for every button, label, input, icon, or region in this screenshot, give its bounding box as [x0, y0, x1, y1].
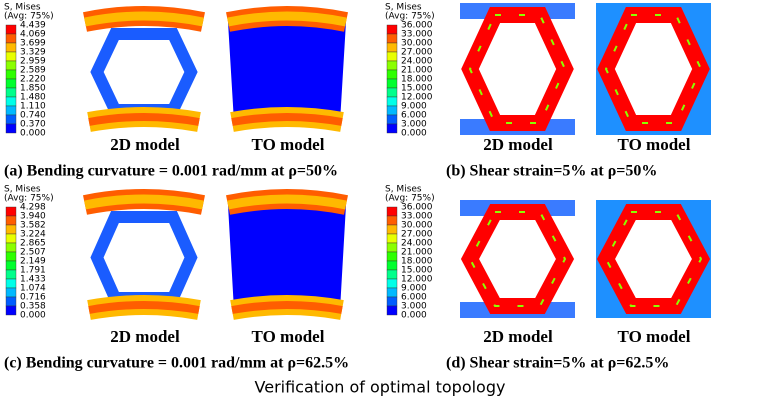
- model-label: TO model: [618, 327, 691, 346]
- legend-tick: 0.000: [401, 129, 427, 139]
- solid-region: [228, 199, 346, 310]
- legend-band: [387, 115, 397, 124]
- legend-band: [6, 124, 16, 133]
- legend-band: [6, 115, 16, 124]
- legend-band: [6, 25, 16, 34]
- legend-band: [6, 225, 16, 234]
- legend-band: [6, 243, 16, 252]
- legend-band: [387, 43, 397, 52]
- legend-band: [6, 288, 16, 297]
- model-label: 2D model: [483, 327, 553, 346]
- figure-caption: Verification of optimal topology: [255, 378, 506, 397]
- panel-caption: (b) Shear strain=5% at ρ=50%: [446, 163, 657, 180]
- lattice: [97, 34, 191, 110]
- legend-band: [387, 34, 397, 43]
- legend-band: [6, 252, 16, 261]
- legend-tick: 0.000: [20, 311, 46, 321]
- panel-caption: (c) Bending curvature = 0.001 rad/mm at …: [4, 355, 349, 372]
- legend-band: [387, 306, 397, 315]
- legend-band: [6, 70, 16, 79]
- legend-band: [6, 43, 16, 52]
- legend-band: [6, 279, 16, 288]
- legend-band: [387, 216, 397, 225]
- legend-band: [387, 261, 397, 270]
- legend-band: [6, 97, 16, 106]
- legend-tick: 0.000: [401, 311, 427, 321]
- model-label: 2D model: [483, 135, 553, 154]
- solid-region: [228, 16, 346, 122]
- legend-band: [6, 207, 16, 216]
- legend-band: [387, 225, 397, 234]
- legend-band: [387, 106, 397, 115]
- figure: Verification of optimal topology S, Mise…: [0, 0, 761, 400]
- legend-band: [387, 288, 397, 297]
- legend-band: [6, 297, 16, 306]
- legend-band: [6, 52, 16, 61]
- legend-band: [387, 79, 397, 88]
- model-label: 2D model: [110, 327, 180, 346]
- legend-band: [387, 234, 397, 243]
- legend-band: [387, 61, 397, 70]
- lattice: [97, 217, 191, 298]
- legend-band: [6, 261, 16, 270]
- legend-band: [6, 216, 16, 225]
- legend-band: [6, 79, 16, 88]
- model-label: TO model: [252, 327, 325, 346]
- lattice: [470, 212, 565, 306]
- legend-band: [387, 279, 397, 288]
- model-label: TO model: [618, 135, 691, 154]
- legend-band: [387, 97, 397, 106]
- legend-band: [6, 88, 16, 97]
- legend-band: [387, 25, 397, 34]
- model-label: 2D model: [110, 135, 180, 154]
- legend-band: [387, 88, 397, 97]
- lattice: [606, 212, 701, 306]
- panel-caption: (a) Bending curvature = 0.001 rad/mm at …: [4, 163, 338, 180]
- legend-band: [387, 70, 397, 79]
- legend-band: [387, 270, 397, 279]
- legend-band: [387, 124, 397, 133]
- legend-band: [6, 234, 16, 243]
- legend-band: [6, 106, 16, 115]
- legend-band: [387, 297, 397, 306]
- legend-band: [387, 252, 397, 261]
- lattice: [606, 15, 701, 123]
- legend-band: [387, 52, 397, 61]
- legend-tick: 0.000: [20, 129, 46, 139]
- legend-band: [387, 243, 397, 252]
- legend-band: [6, 34, 16, 43]
- lattice: [470, 15, 565, 123]
- legend-band: [6, 306, 16, 315]
- legend-band: [6, 270, 16, 279]
- panel-caption: (d) Shear strain=5% at ρ=62.5%: [446, 355, 669, 372]
- legend-band: [387, 207, 397, 216]
- model-label: TO model: [252, 135, 325, 154]
- legend-band: [6, 61, 16, 70]
